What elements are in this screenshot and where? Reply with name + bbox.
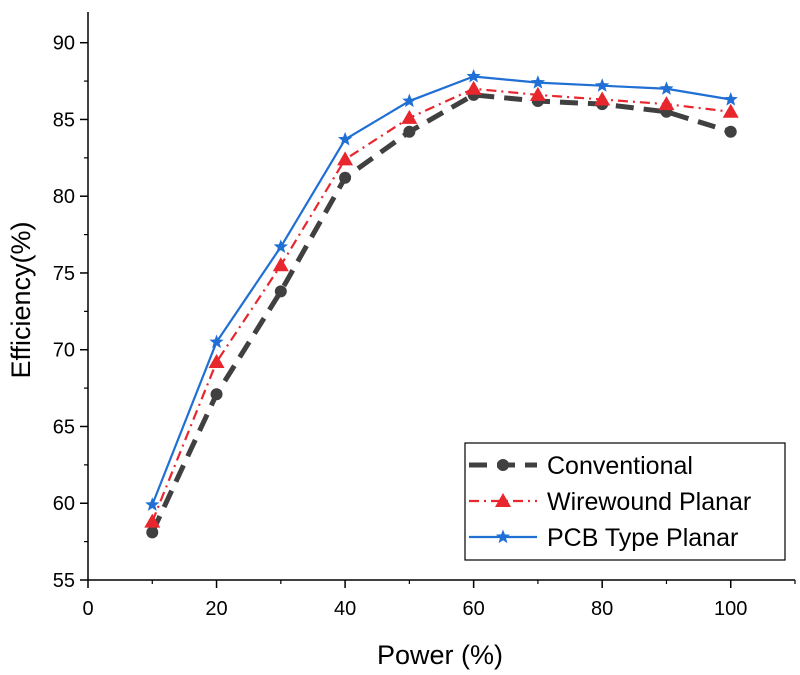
legend-marker bbox=[497, 459, 509, 471]
y-tick-label: 80 bbox=[53, 186, 75, 208]
x-tick-label: 20 bbox=[205, 598, 227, 620]
y-tick-label: 65 bbox=[53, 416, 75, 438]
series-pcb-type-planar bbox=[145, 68, 738, 511]
legend-item: Wirewound Planar bbox=[469, 488, 751, 516]
legend-label: Conventional bbox=[547, 452, 693, 480]
data-point bbox=[144, 513, 161, 528]
data-point bbox=[530, 75, 546, 89]
y-tick-label: 70 bbox=[53, 340, 75, 362]
data-point bbox=[594, 91, 611, 106]
data-point bbox=[658, 96, 675, 111]
data-point bbox=[595, 78, 610, 92]
y-axis-title: Efficiency(%) bbox=[6, 221, 36, 378]
data-point bbox=[724, 125, 737, 138]
data-point bbox=[145, 497, 160, 511]
data-point bbox=[209, 334, 224, 349]
series-wirewound-planar bbox=[144, 80, 739, 528]
legend-marker bbox=[495, 529, 511, 544]
data-point bbox=[273, 239, 288, 253]
x-tick-label: 100 bbox=[714, 598, 747, 620]
legend-marker bbox=[495, 493, 511, 507]
y-tick-label: 85 bbox=[53, 109, 75, 131]
legend-label: PCB Type Planar bbox=[547, 524, 738, 552]
data-point bbox=[403, 125, 416, 138]
y-tick-label: 55 bbox=[53, 570, 75, 592]
data-point bbox=[402, 93, 417, 108]
x-tick-label: 80 bbox=[591, 598, 613, 620]
x-tick-label: 60 bbox=[463, 598, 485, 620]
data-point bbox=[272, 257, 289, 272]
series-layer bbox=[144, 68, 739, 539]
data-point bbox=[723, 92, 738, 106]
data-point bbox=[466, 68, 481, 83]
axes: 55 60 65 70 75 80 85 90 0 20 40 60 80 100 bbox=[53, 12, 796, 620]
y-tick-label: 75 bbox=[53, 263, 75, 285]
series-line bbox=[151, 75, 731, 506]
x-axis-title: Power (%) bbox=[377, 640, 503, 670]
x-tick-label: 0 bbox=[82, 598, 93, 620]
data-point bbox=[659, 81, 674, 95]
data-point bbox=[146, 526, 159, 539]
series-line bbox=[151, 87, 731, 523]
data-point bbox=[208, 354, 225, 369]
data-point bbox=[401, 109, 418, 124]
y-tick-label: 60 bbox=[53, 493, 75, 515]
series-line bbox=[150, 92, 732, 534]
data-point bbox=[337, 151, 354, 166]
x-tick-label: 40 bbox=[334, 598, 356, 620]
data-point bbox=[529, 86, 546, 101]
y-tick-label: 90 bbox=[53, 33, 75, 55]
legend-item: Conventional bbox=[469, 452, 693, 480]
legend-item: PCB Type Planar bbox=[469, 524, 738, 552]
data-point bbox=[337, 131, 353, 146]
legend-label: Wirewound Planar bbox=[547, 488, 751, 516]
legend: Conventional Wirewound Planar PCB Type Pla… bbox=[464, 442, 786, 561]
data-point bbox=[339, 171, 352, 184]
data-point bbox=[465, 80, 482, 95]
data-point bbox=[722, 103, 739, 118]
data-point bbox=[274, 285, 287, 298]
data-point bbox=[210, 388, 223, 401]
